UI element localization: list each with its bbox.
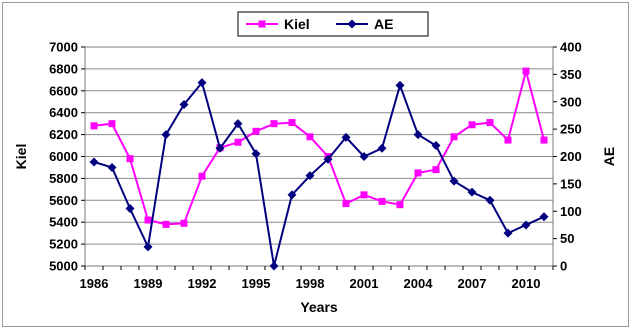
right-tick-label: 300 bbox=[560, 94, 582, 109]
data-point-ae bbox=[251, 149, 261, 159]
data-point-kiel bbox=[504, 136, 512, 144]
data-point-kiel bbox=[90, 122, 98, 130]
data-point-kiel bbox=[486, 119, 494, 127]
data-point-kiel bbox=[378, 197, 386, 205]
x-axis-title: Years bbox=[300, 299, 338, 315]
gridlines bbox=[85, 46, 553, 267]
data-point-ae bbox=[233, 119, 243, 129]
legend-marker-ae bbox=[347, 19, 357, 29]
data-point-kiel bbox=[162, 220, 170, 228]
x-tick-label: 2010 bbox=[512, 276, 541, 291]
data-point-kiel bbox=[234, 138, 242, 146]
left-tick-label: 6800 bbox=[49, 61, 78, 76]
right-tick-label: 100 bbox=[560, 204, 582, 219]
data-point-ae bbox=[89, 157, 99, 167]
data-point-ae bbox=[197, 78, 207, 88]
series-layer bbox=[89, 67, 549, 271]
left-tick-label: 5800 bbox=[49, 171, 78, 186]
data-point-ae bbox=[359, 152, 369, 161]
data-point-ae bbox=[305, 171, 315, 181]
data-point-ae bbox=[539, 212, 549, 222]
data-point-ae bbox=[125, 204, 135, 214]
x-tick-label: 1989 bbox=[134, 276, 163, 291]
right-tick-label: 200 bbox=[560, 149, 582, 164]
data-point-ae bbox=[287, 190, 297, 200]
series-line-kiel bbox=[93, 67, 545, 226]
data-point-ae bbox=[323, 154, 333, 164]
data-point-kiel bbox=[306, 133, 314, 141]
left-axis-ticks: 5000 5200 5400 5600 5800 6000 6200 6400 6600 6800… bbox=[49, 40, 85, 274]
left-tick-label: 6200 bbox=[49, 127, 78, 142]
data-point-kiel bbox=[108, 120, 116, 128]
data-point-ae bbox=[107, 162, 117, 172]
data-point-ae bbox=[449, 176, 459, 186]
data-point-kiel bbox=[540, 136, 548, 144]
data-point-kiel bbox=[198, 172, 206, 180]
data-point-kiel bbox=[126, 155, 134, 163]
data-point-ae bbox=[431, 141, 441, 151]
left-tick-label: 5200 bbox=[49, 237, 78, 252]
legend-label-ae: AE bbox=[374, 16, 393, 32]
x-tick-label: 1998 bbox=[296, 276, 325, 291]
data-point-kiel bbox=[396, 201, 404, 209]
right-tick-label: 150 bbox=[560, 176, 582, 191]
left-tick-label: 5400 bbox=[49, 215, 78, 230]
data-point-ae bbox=[485, 195, 495, 205]
data-point-ae bbox=[467, 187, 477, 197]
data-point-ae bbox=[161, 130, 171, 140]
data-point-ae bbox=[503, 228, 513, 238]
data-point-kiel bbox=[414, 169, 422, 177]
x-tick-label: 1992 bbox=[188, 276, 217, 291]
data-point-ae bbox=[413, 130, 423, 140]
right-axis-title: AE bbox=[601, 147, 617, 166]
data-point-kiel bbox=[288, 119, 296, 127]
data-point-kiel bbox=[432, 166, 440, 174]
data-point-ae bbox=[377, 143, 387, 153]
data-point-ae bbox=[143, 242, 153, 252]
right-tick-label: 350 bbox=[560, 67, 582, 82]
chart-frame bbox=[2, 2, 629, 327]
data-point-ae bbox=[179, 99, 189, 109]
data-point-kiel bbox=[252, 127, 260, 135]
x-tick-label: 2004 bbox=[404, 276, 434, 291]
data-point-kiel bbox=[450, 133, 458, 141]
legend: Kiel AE bbox=[237, 11, 429, 37]
data-point-kiel bbox=[468, 121, 476, 129]
x-tick-label: 2001 bbox=[350, 276, 379, 291]
data-point-kiel bbox=[360, 191, 368, 199]
data-point-kiel bbox=[342, 200, 350, 208]
data-point-kiel bbox=[270, 120, 278, 128]
legend-label-kiel: Kiel bbox=[284, 16, 310, 32]
data-point-ae bbox=[521, 220, 531, 230]
left-tick-label: 5000 bbox=[49, 259, 78, 274]
data-point-ae bbox=[341, 132, 351, 142]
right-axis-ticks: 0 50 100 150 200 250 300 350 400 bbox=[553, 40, 582, 274]
left-tick-label: 7000 bbox=[49, 40, 78, 55]
left-tick-label: 6000 bbox=[49, 149, 78, 164]
x-axis-ticks: 1986 1989 1992 1995 1998 2001 2004 2007 2010 bbox=[80, 266, 554, 291]
series-line-ae bbox=[93, 80, 545, 267]
x-tick-label: 2007 bbox=[458, 276, 487, 291]
left-tick-label: 5600 bbox=[49, 193, 78, 208]
data-point-ae bbox=[395, 80, 405, 90]
x-tick-label: 1995 bbox=[242, 276, 271, 291]
data-point-ae bbox=[269, 261, 279, 271]
data-point-kiel bbox=[522, 67, 530, 75]
data-point-ae bbox=[215, 143, 225, 153]
data-point-kiel bbox=[144, 216, 152, 224]
legend-marker-kiel bbox=[258, 20, 266, 28]
data-point-kiel bbox=[180, 219, 188, 227]
right-tick-label: 50 bbox=[560, 231, 574, 246]
left-tick-label: 6600 bbox=[49, 83, 78, 98]
right-tick-label: 400 bbox=[560, 40, 582, 55]
right-tick-label: 0 bbox=[560, 259, 567, 274]
left-axis-title: Kiel bbox=[13, 144, 29, 170]
right-tick-label: 250 bbox=[560, 122, 582, 137]
left-tick-label: 6400 bbox=[49, 105, 78, 120]
x-tick-label: 1986 bbox=[80, 276, 109, 291]
